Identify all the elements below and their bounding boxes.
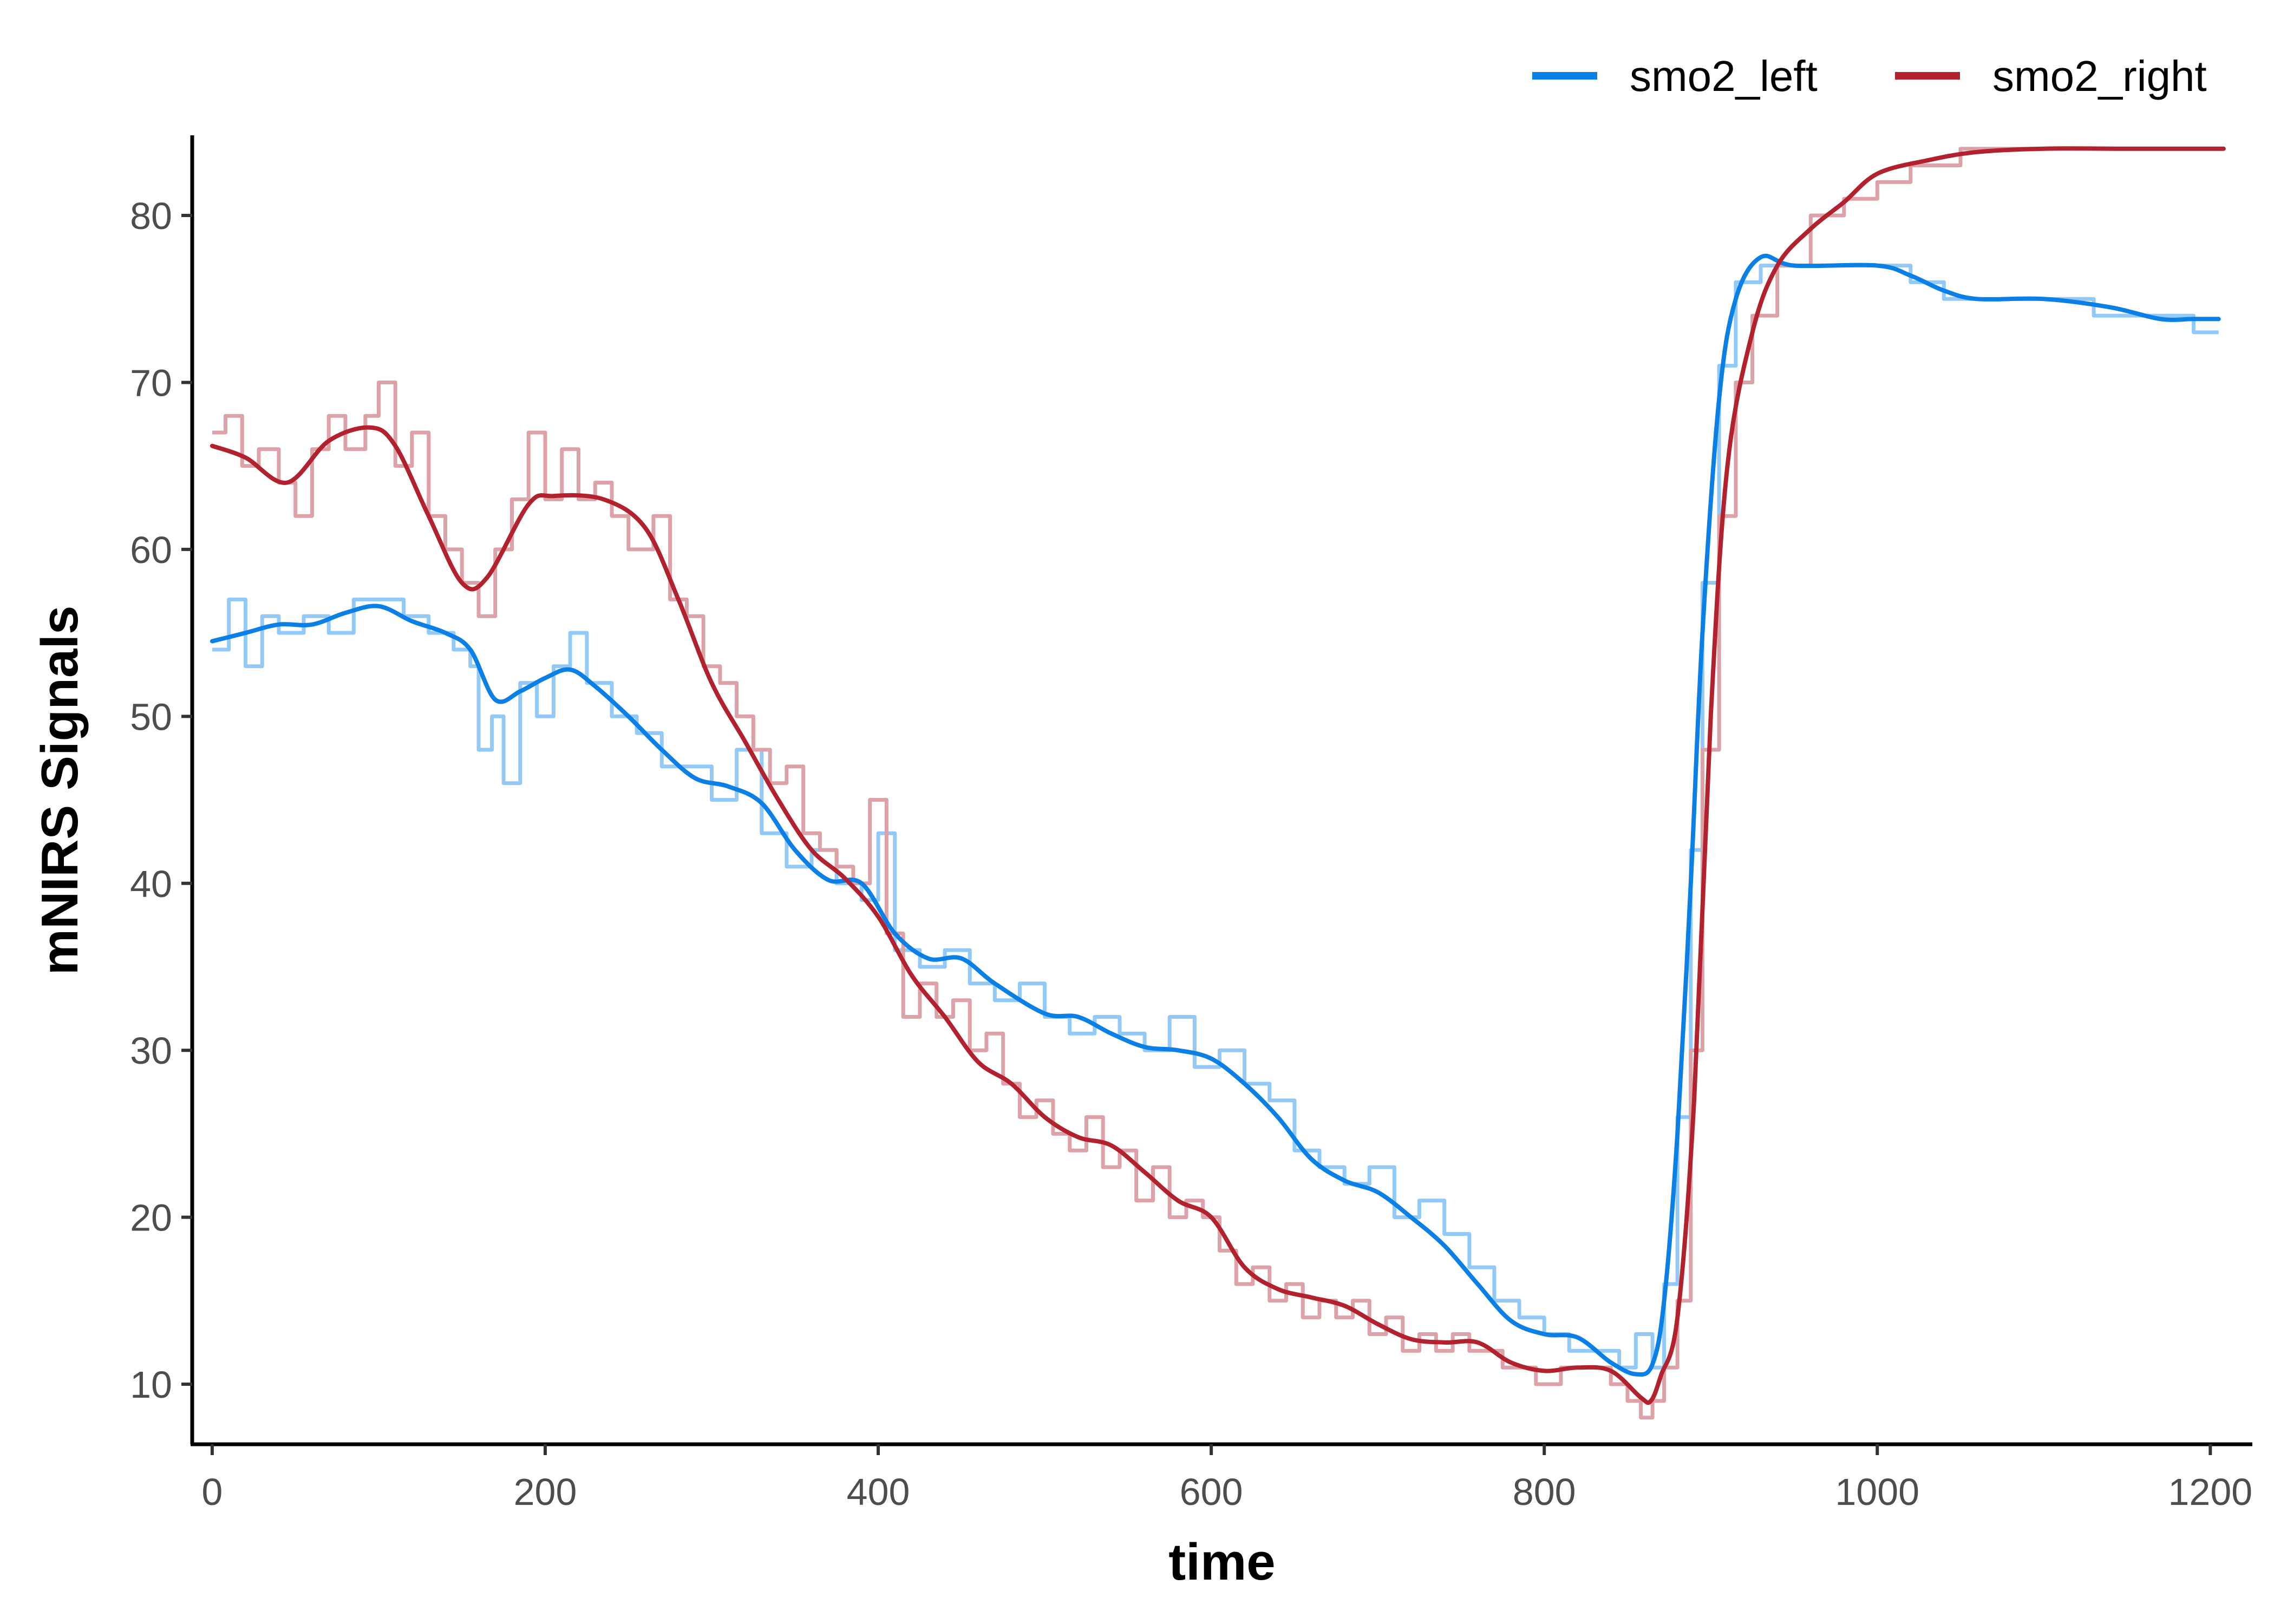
x-axis-ticks: 0 200 400 600 800 1000 1200 (201, 1444, 2252, 1513)
raw-line-smo2-right (212, 147, 2224, 1420)
y-tick-label-30: 30 (130, 1030, 172, 1072)
legend-label-smo2-left: smo2_left (1630, 52, 1818, 100)
x-tick-label-1200: 1200 (2168, 1471, 2252, 1513)
y-tick-label-50: 50 (130, 696, 172, 738)
y-tick-label-10: 10 (130, 1364, 172, 1406)
x-tick-label-600: 600 (1180, 1471, 1243, 1513)
legend: smo2_left smo2_right (1532, 52, 2207, 100)
y-axis-title: mNIRS Signals (31, 606, 89, 975)
y-tick-label-60: 60 (130, 529, 172, 571)
x-tick-label-0: 0 (201, 1471, 223, 1513)
x-tick-label-1000: 1000 (1835, 1471, 1919, 1513)
y-axis-ticks: 10 20 30 40 50 60 70 80 (130, 195, 192, 1406)
x-tick-label-800: 800 (1513, 1471, 1576, 1513)
y-tick-label-40: 40 (130, 863, 172, 905)
x-tick-label-200: 200 (514, 1471, 577, 1513)
smooth-line-smo2-right (210, 146, 2226, 1405)
smooth-line-smo2-left (210, 253, 2221, 1377)
legend-label-smo2-right: smo2_right (1992, 52, 2207, 100)
plot-area (210, 146, 2226, 1420)
y-tick-label-70: 70 (130, 362, 172, 404)
smooth-lines-layer (210, 146, 2226, 1405)
raw-line-smo2-left (212, 264, 2219, 1370)
x-tick-label-400: 400 (847, 1471, 910, 1513)
y-tick-label-20: 20 (130, 1197, 172, 1239)
y-tick-label-80: 80 (130, 195, 172, 237)
x-axis-title: time (1168, 1533, 1275, 1591)
